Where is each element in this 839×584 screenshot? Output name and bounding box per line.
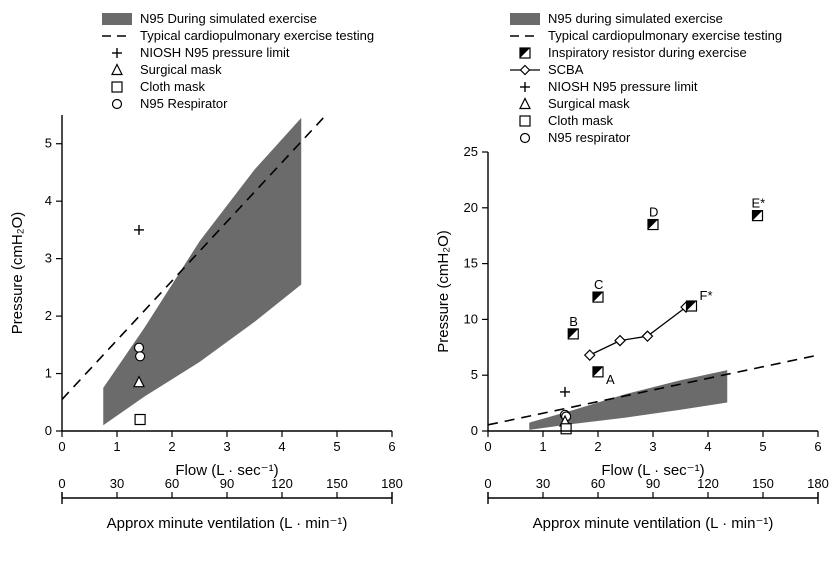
scba-line xyxy=(590,307,686,355)
y-tick-label: 0 xyxy=(45,423,52,438)
secondary-tick-label: 180 xyxy=(381,476,403,491)
secondary-tick-label: 0 xyxy=(58,476,65,491)
figure: 0123456Flow (L · sec⁻¹)012345Pressure (c… xyxy=(0,0,839,584)
y-tick-label: 25 xyxy=(464,144,478,159)
secondary-tick-label: 150 xyxy=(326,476,348,491)
y-tick-label: 5 xyxy=(45,136,52,151)
legend-label: Typical cardiopulmonary exercise testing xyxy=(548,28,782,43)
y-tick-label: 3 xyxy=(45,251,52,266)
x-tick-label: 5 xyxy=(759,439,766,454)
n95-band xyxy=(103,118,301,425)
legend-label: Cloth mask xyxy=(548,113,614,128)
legend-label: N95 respirator xyxy=(548,130,631,145)
secondary-tick-label: 120 xyxy=(697,476,719,491)
point-label: A xyxy=(606,372,615,387)
y-tick-label: 15 xyxy=(464,256,478,271)
legend-label: Surgical mask xyxy=(140,62,222,77)
x-tick-label: 1 xyxy=(539,439,546,454)
secondary-tick-label: 180 xyxy=(807,476,829,491)
legend-label: Surgical mask xyxy=(548,96,630,111)
y-axis-label: Pressure (cmH₂O) xyxy=(435,230,452,353)
legend-label: Typical cardiopulmonary exercise testing xyxy=(140,28,374,43)
legend-label: NIOSH N95 pressure limit xyxy=(548,79,698,94)
secondary-tick-label: 90 xyxy=(220,476,234,491)
x-tick-label: 3 xyxy=(649,439,656,454)
y-tick-label: 20 xyxy=(464,200,478,215)
point-label: B xyxy=(569,314,578,329)
x-tick-label: 2 xyxy=(168,439,175,454)
y-axis-label: Pressure (cmH₂O) xyxy=(9,212,26,335)
point-label: C xyxy=(594,277,603,292)
y-tick-label: 10 xyxy=(464,311,478,326)
secondary-tick-label: 120 xyxy=(271,476,293,491)
secondary-axis-label: Approx minute ventilation (L · min⁻¹) xyxy=(533,515,774,532)
legend-label: SCBA xyxy=(548,62,584,77)
legend-label: N95 during simulated exercise xyxy=(548,11,723,26)
x-tick-label: 0 xyxy=(58,439,65,454)
x-tick-label: 4 xyxy=(704,439,711,454)
secondary-tick-label: 30 xyxy=(536,476,550,491)
x-tick-label: 4 xyxy=(278,439,285,454)
y-tick-label: 5 xyxy=(471,367,478,382)
legend-label: N95 Respirator xyxy=(140,96,228,111)
legend: N95 During simulated exercise Typical car… xyxy=(102,11,374,111)
secondary-tick-label: 30 xyxy=(110,476,124,491)
secondary-tick-label: 60 xyxy=(165,476,179,491)
secondary-tick-label: 0 xyxy=(484,476,491,491)
point-label: F* xyxy=(700,288,713,303)
legend-label: NIOSH N95 pressure limit xyxy=(140,45,290,60)
secondary-tick-label: 90 xyxy=(646,476,660,491)
x-tick-label: 5 xyxy=(333,439,340,454)
right-panel: ABCDE*F*0123456Flow (L · sec⁻¹)051015202… xyxy=(435,11,829,532)
point-label: D xyxy=(649,205,658,220)
left-panel: 0123456Flow (L · sec⁻¹)012345Pressure (c… xyxy=(9,11,403,532)
x-tick-label: 6 xyxy=(814,439,821,454)
legend-label: N95 During simulated exercise xyxy=(140,11,317,26)
legend-label: Inspiratory resistor during exercise xyxy=(548,45,747,60)
point-label: E* xyxy=(752,196,766,211)
x-tick-label: 2 xyxy=(594,439,601,454)
y-tick-label: 2 xyxy=(45,308,52,323)
y-tick-label: 1 xyxy=(45,366,52,381)
x-tick-label: 3 xyxy=(223,439,230,454)
legend-label: Cloth mask xyxy=(140,79,206,94)
legend: N95 during simulated exercise Typical car… xyxy=(510,11,782,145)
y-tick-label: 4 xyxy=(45,193,52,208)
secondary-tick-label: 150 xyxy=(752,476,774,491)
y-tick-label: 0 xyxy=(471,423,478,438)
n95-band xyxy=(529,370,727,430)
secondary-axis-label: Approx minute ventilation (L · min⁻¹) xyxy=(107,515,348,532)
x-tick-label: 0 xyxy=(484,439,491,454)
secondary-tick-label: 60 xyxy=(591,476,605,491)
x-tick-label: 6 xyxy=(388,439,395,454)
x-tick-label: 1 xyxy=(113,439,120,454)
